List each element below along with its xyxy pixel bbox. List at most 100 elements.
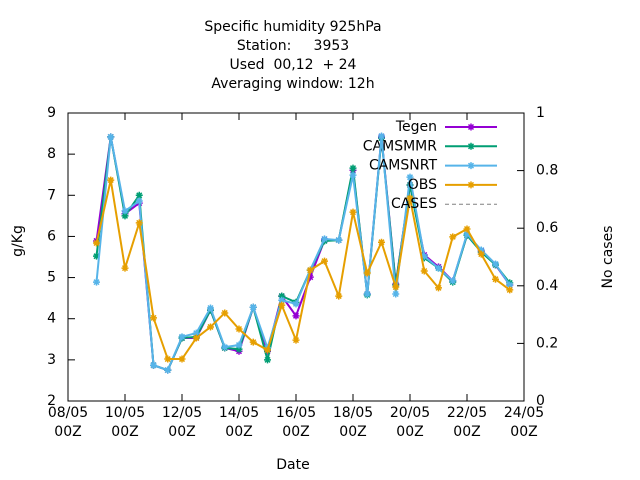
point	[392, 290, 400, 298]
point	[278, 296, 286, 304]
y2-tick-label: 0.8	[536, 163, 558, 179]
x-tick-label: 12/05 00Z	[161, 405, 203, 440]
point	[150, 314, 157, 322]
point	[192, 334, 200, 342]
point	[107, 176, 115, 184]
point	[249, 303, 257, 311]
chart-title: Station: 3953	[237, 38, 349, 54]
point	[278, 301, 286, 309]
legend-marker	[467, 123, 475, 131]
plot-frame	[67, 112, 525, 402]
y2-axis-label: No cases	[600, 226, 616, 289]
point	[449, 233, 457, 241]
x-tick-label: 20/05 00Z	[389, 405, 431, 440]
legend-marker	[467, 162, 475, 170]
point	[221, 343, 229, 351]
point	[107, 133, 115, 141]
point	[463, 230, 471, 238]
legend-label: OBS	[408, 177, 437, 193]
point	[321, 235, 328, 243]
point	[93, 239, 100, 247]
point	[135, 191, 143, 199]
point	[506, 286, 514, 294]
point	[235, 345, 243, 353]
point	[235, 325, 243, 333]
point	[378, 132, 385, 140]
point	[121, 212, 129, 220]
y-axis-label: g/Kg	[10, 225, 26, 257]
x-tick-label: 16/05 00Z	[275, 405, 317, 440]
point	[164, 366, 172, 374]
point	[363, 269, 371, 277]
legend-label: CASES	[391, 196, 437, 212]
point	[264, 346, 271, 354]
legend-label: CAMSMMR	[363, 138, 437, 154]
point	[207, 304, 214, 312]
x-tick-label: 14/05 00Z	[218, 405, 260, 440]
y2-tick-label: 0.6	[536, 220, 558, 236]
legend-label: CAMSNRT	[369, 158, 438, 174]
point	[335, 236, 343, 244]
y-tick-label: 6	[47, 228, 56, 244]
point	[292, 300, 300, 308]
chart-title: Specific humidity 925hPa	[204, 19, 381, 35]
point	[406, 173, 414, 181]
point	[150, 361, 157, 369]
point	[349, 171, 357, 179]
series-camsnrt	[93, 132, 514, 374]
y2-tick-label: 0.2	[536, 335, 558, 351]
point	[492, 275, 499, 283]
point	[321, 257, 328, 265]
y-tick-label: 4	[47, 311, 56, 327]
y-tick-label: 2	[47, 393, 56, 409]
point	[349, 164, 357, 172]
chart-title: Used 00,12 + 24	[230, 57, 357, 73]
legend-marker	[467, 181, 475, 189]
point	[406, 194, 414, 202]
y-tick-label: 7	[47, 187, 56, 203]
point	[435, 264, 442, 272]
point	[178, 333, 186, 341]
x-tick-label: 10/05 00Z	[104, 405, 146, 440]
legend-marker	[467, 142, 475, 150]
x-tick-label: 18/05 00Z	[332, 405, 374, 440]
point	[93, 252, 100, 260]
point	[292, 312, 300, 320]
series-line	[95, 179, 511, 361]
point	[164, 355, 172, 363]
y-tick-label: 9	[47, 105, 56, 121]
point	[506, 281, 514, 289]
point	[306, 266, 314, 274]
point	[335, 292, 343, 300]
point	[264, 356, 271, 364]
point	[420, 252, 428, 260]
point	[93, 278, 100, 286]
point	[363, 290, 371, 298]
point	[278, 292, 286, 300]
x-tick-label: 22/05 00Z	[446, 405, 488, 440]
y2-tick-label: 0.4	[536, 278, 558, 294]
x-axis-label: Date	[276, 457, 309, 473]
point	[449, 277, 457, 285]
point	[178, 355, 186, 363]
point	[392, 283, 400, 291]
y-tick-label: 8	[47, 146, 56, 162]
point	[249, 338, 257, 346]
point	[349, 208, 357, 216]
point	[435, 284, 442, 292]
series-tegen	[93, 133, 514, 374]
point	[221, 309, 229, 317]
point	[235, 341, 243, 349]
series-obs	[93, 176, 514, 363]
point	[192, 329, 200, 337]
x-tick-label: 08/05 00Z	[47, 405, 89, 440]
point	[492, 260, 499, 268]
point	[378, 238, 385, 246]
point	[135, 219, 143, 227]
series-camsmmr	[93, 133, 514, 374]
point	[420, 267, 428, 275]
y-tick-label: 3	[47, 352, 56, 368]
legend-label: Tegen	[395, 119, 437, 135]
